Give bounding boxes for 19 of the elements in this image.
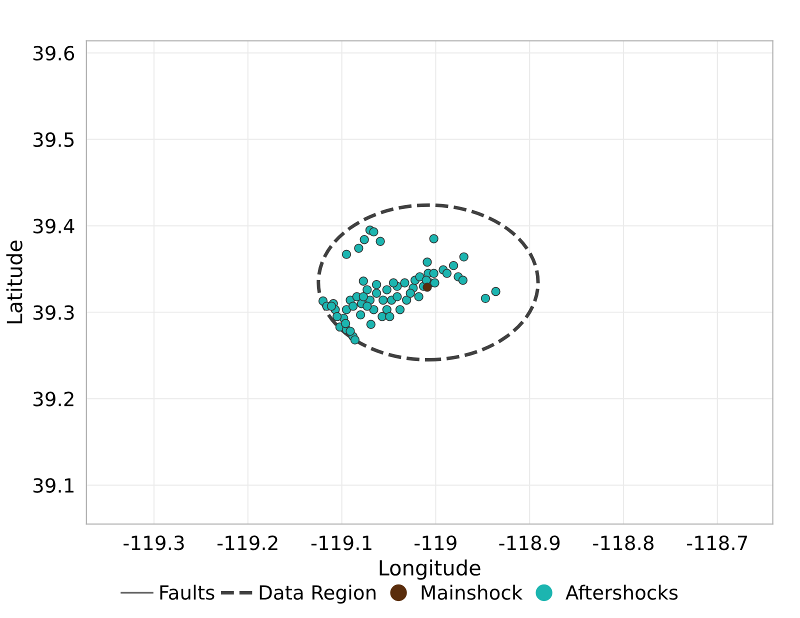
y-tick-label: 39.4 bbox=[33, 218, 74, 234]
x-tick-label: -118.9 bbox=[499, 536, 560, 550]
y-tick-label: 39.5 bbox=[33, 132, 74, 148]
x-tick-label: -118.8 bbox=[593, 536, 654, 550]
y-tick-label: 39.2 bbox=[33, 392, 74, 406]
x-tick-label: -119 bbox=[414, 536, 456, 550]
legend-label: Faults bbox=[160, 584, 214, 600]
y-tick-label: 39.3 bbox=[33, 305, 74, 320]
x-tick-label: -119.2 bbox=[218, 536, 278, 550]
x-tick-label: -118.7 bbox=[687, 536, 748, 550]
y-tick-label: 39.1 bbox=[33, 478, 74, 493]
x-axis-title: Longitude bbox=[380, 560, 480, 580]
legend-label: Aftershocks bbox=[566, 584, 678, 600]
x-tick-label: -119.3 bbox=[124, 536, 184, 550]
legend-label: Data Region bbox=[260, 584, 376, 604]
legend-label: Mainshock bbox=[422, 584, 523, 600]
y-axis-title: Latitude bbox=[6, 240, 22, 324]
x-tick-label: -119.1 bbox=[311, 536, 372, 550]
y-tick-label: 39.6 bbox=[33, 46, 74, 61]
